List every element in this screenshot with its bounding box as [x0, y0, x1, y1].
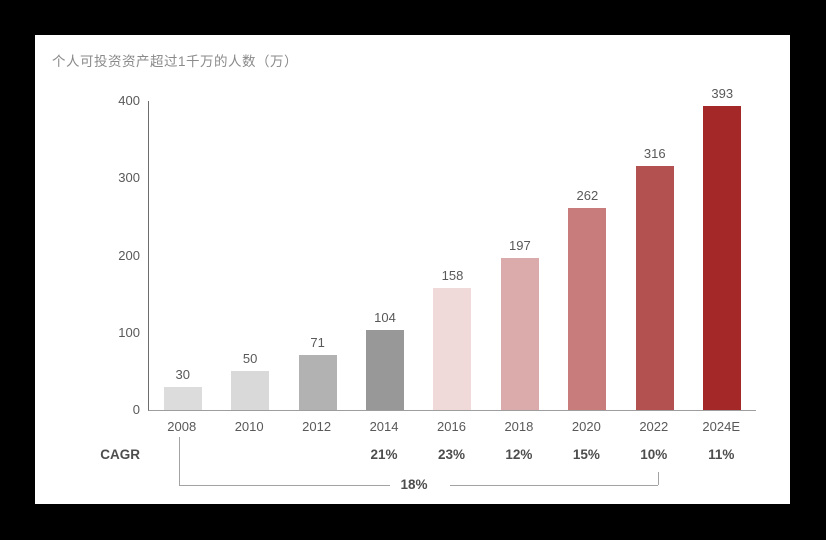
bar-value-label: 71	[310, 335, 325, 351]
x-tick-label: 2012	[302, 419, 332, 434]
x-tick-label: 2016	[437, 419, 466, 434]
bar-column: 50	[216, 101, 283, 410]
bar-column: 30	[149, 101, 216, 410]
bar-column: 158	[419, 101, 486, 410]
y-tick-label: 100	[118, 324, 140, 340]
bar	[500, 257, 539, 410]
cagr-value: 12%	[505, 447, 533, 462]
bar	[366, 329, 405, 410]
bar	[433, 287, 472, 410]
cagr-value	[215, 447, 282, 462]
bar-value-label: 104	[374, 309, 396, 325]
cagr-bracket-left-line	[179, 437, 180, 485]
x-tick-label: 2014	[369, 419, 399, 434]
x-tick-label: 2008	[167, 419, 197, 434]
bar-value-label: 197	[509, 237, 531, 253]
bar-column: 393	[689, 86, 756, 410]
cagr-bracket-right-tick	[658, 472, 659, 485]
y-tick-label: 200	[118, 247, 140, 263]
cagr-value: 11%	[708, 447, 735, 462]
cagr-value: 21%	[370, 447, 398, 462]
chart-card: 个人可投资资产超过1千万的人数（万） 30 50 71 104 158 197 262 316…	[35, 35, 790, 504]
x-axis-labels: 2008 2010 2012 2014 2016 2018 2020 2022 2024E	[148, 419, 755, 434]
cagr-overall-value: 18%	[392, 477, 436, 492]
cagr-value: 15%	[572, 447, 600, 462]
bar-column: 197	[486, 101, 553, 410]
cagr-value	[283, 447, 350, 462]
bar-value-label: 30	[175, 366, 190, 382]
cagr-value: 23%	[437, 447, 465, 462]
bar	[298, 355, 337, 410]
cagr-row-label: CAGR	[100, 447, 140, 462]
cagr-bracket-horizontal-right	[450, 485, 658, 486]
cagr-bracket-horizontal-left	[179, 485, 390, 486]
bar-column: 316	[621, 101, 688, 410]
y-tick-label: 300	[118, 170, 140, 186]
bar	[635, 165, 674, 410]
y-tick-label: 0	[132, 402, 140, 417]
bar	[568, 207, 607, 410]
bar-column: 104	[351, 101, 418, 410]
bar-chart-plot: 30 50 71 104 158 197 262 316 393	[148, 86, 756, 411]
chart-title: 个人可投资资产超过1千万的人数（万）	[52, 54, 299, 69]
bar-column: 71	[284, 101, 351, 410]
bar-value-label: 316	[643, 145, 666, 161]
bar-value-label: 50	[242, 351, 258, 367]
bar	[163, 386, 202, 410]
x-tick-label: 2018	[504, 419, 534, 434]
y-tick-label: 400	[118, 93, 140, 108]
bar	[703, 106, 742, 410]
x-tick-label: 2010	[234, 419, 264, 434]
cagr-values-row: 21% 23% 12% 15% 10% 11%	[148, 447, 755, 462]
bar-value-label: 262	[576, 187, 599, 203]
x-tick-label: 2022	[639, 419, 669, 434]
bar-column: 262	[554, 101, 621, 410]
x-tick-label: 2020	[571, 419, 601, 434]
cagr-value	[148, 447, 215, 462]
cagr-value: 10%	[640, 447, 668, 462]
x-tick-label: 2024E	[702, 419, 741, 434]
bar	[231, 371, 270, 410]
bar-value-label: 393	[711, 86, 734, 102]
bar-value-label: 158	[441, 267, 464, 283]
